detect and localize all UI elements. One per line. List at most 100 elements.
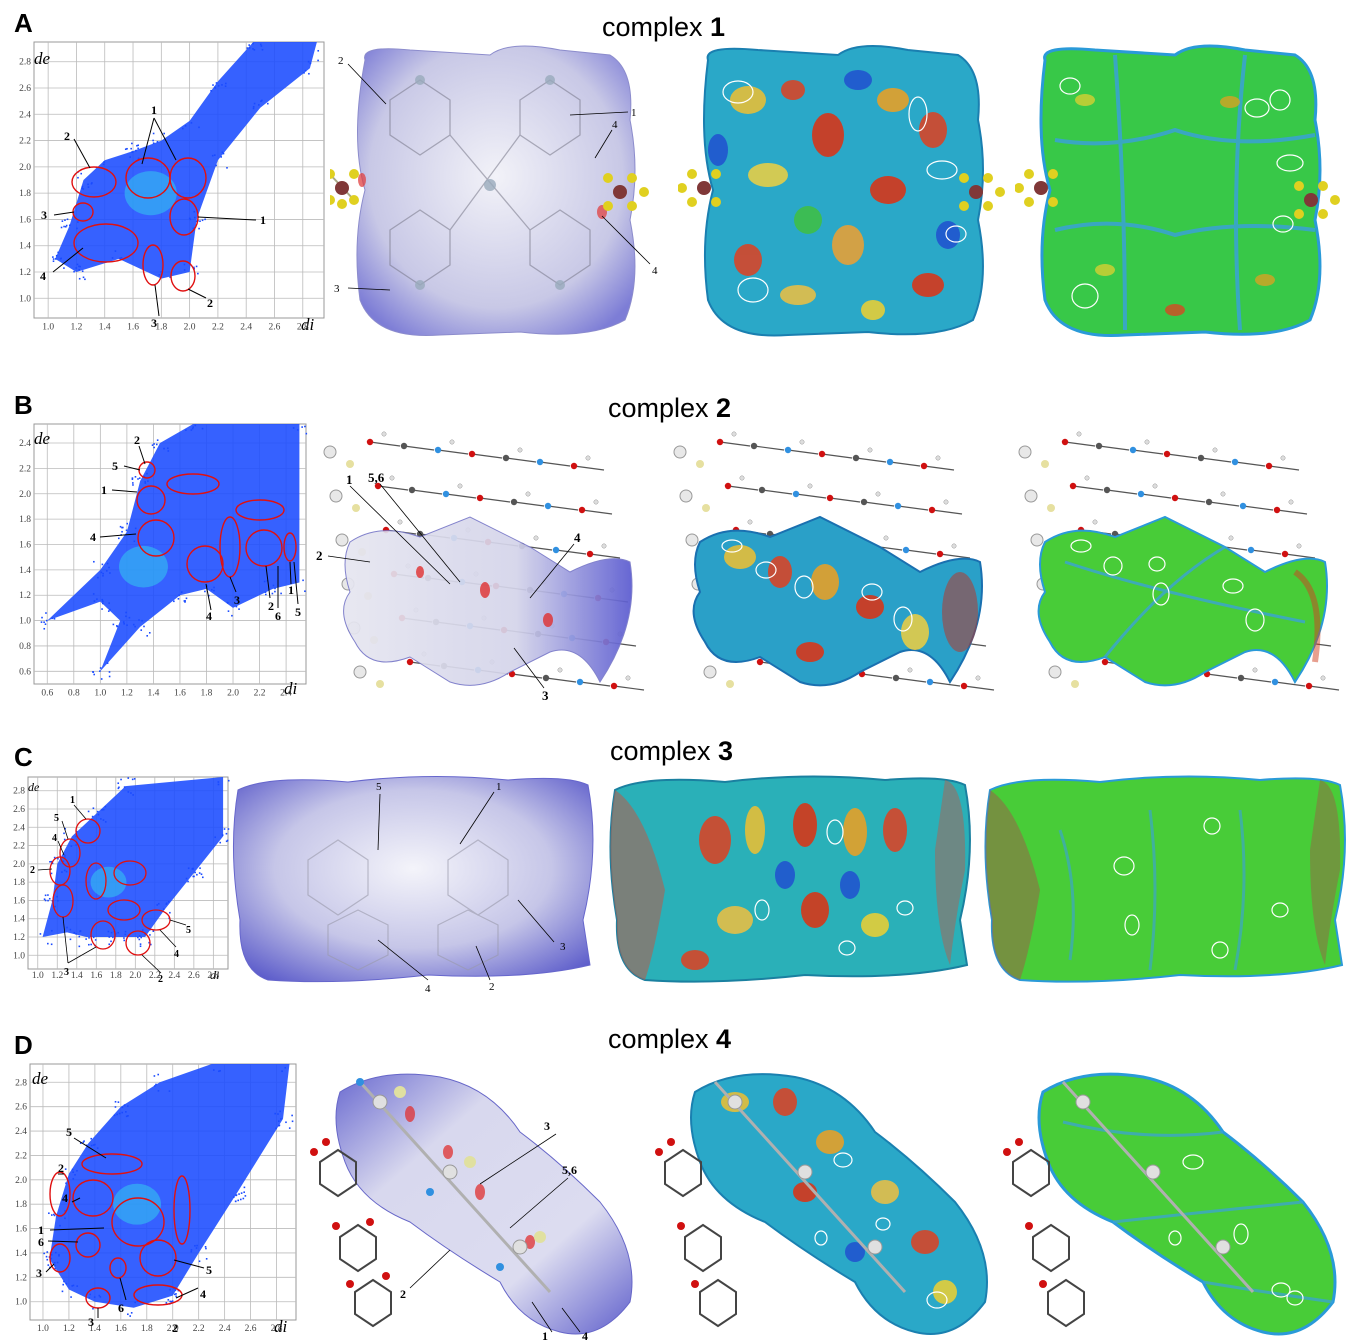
- plot-label: 3: [36, 1266, 42, 1280]
- x-tick-label: 1.2: [51, 971, 63, 981]
- axis-label-de: de: [34, 49, 51, 68]
- x-tick-label: 2.0: [227, 689, 239, 699]
- x-tick-label: 2.0: [129, 971, 141, 981]
- x-tick-label: 1.4: [147, 689, 159, 699]
- y-tick-labels-d: 1.0 1.2 1.4 1.6 1.8 2.0 2.2 2.4 2.6 2.8: [15, 1078, 27, 1307]
- surface-label: 5,6: [368, 470, 385, 485]
- fingerprint-plot-d: de di 1.0 1.2 1.4 1.6 1.8 2.0 2.2 2.4 2.6 2.8 1.0…: [8, 1062, 300, 1343]
- plot-label: 5: [54, 813, 59, 824]
- x-tick-label: 1.4: [99, 323, 111, 333]
- plot-label: 3: [234, 593, 240, 607]
- point-density-core: [124, 171, 177, 216]
- y-tick-label: 1.6: [13, 896, 25, 906]
- y-tick-label: 1.4: [13, 915, 25, 925]
- point-density-core: [90, 866, 127, 898]
- curvedness-surface-b: [1005, 422, 1348, 712]
- plot-label: 4: [52, 833, 57, 844]
- x-tick-label: 2.8: [271, 1324, 283, 1334]
- plot-label: 2: [58, 1161, 64, 1175]
- y-tick-label: 1.2: [19, 268, 31, 278]
- surface-label: 3: [544, 1119, 550, 1133]
- x-tick-label: 1.6: [127, 323, 139, 333]
- plot-label: 1: [260, 213, 266, 227]
- axis-label-di: di: [274, 1317, 288, 1336]
- x-tick-label: 1.8: [110, 971, 122, 981]
- x-tick-label: 1.6: [90, 971, 102, 981]
- y-tick-label: 2.8: [15, 1078, 27, 1088]
- title-number: 3: [718, 736, 734, 766]
- surface-label: 4: [425, 983, 431, 995]
- title-prefix: complex: [608, 393, 717, 423]
- plot-label: 2: [134, 433, 140, 447]
- x-tick-label: 2.2: [149, 971, 161, 981]
- plot-label: 3: [88, 1315, 94, 1329]
- x-tick-label: 1.0: [37, 1324, 49, 1334]
- fingerprint-plot-b: de di 0.6 0.8 1.0 1.2 1.4 1.6 1.8 2.0 2.2 2.4 0.6…: [8, 422, 308, 708]
- y-tick-label: 1.0: [13, 951, 25, 961]
- surface-label: 4: [652, 265, 658, 277]
- plot-label: 2: [268, 599, 274, 613]
- plot-label: 1: [288, 583, 294, 597]
- surface-label: 2: [489, 981, 495, 993]
- y-tick-label: 1.8: [19, 515, 31, 525]
- x-tick-label: 1.8: [155, 323, 167, 333]
- y-tick-label: 2.4: [19, 439, 31, 449]
- x-tick-label: 1.6: [115, 1324, 127, 1334]
- surface-label: 1: [346, 472, 353, 487]
- curvedness-surface: [1039, 44, 1322, 338]
- y-tick-label: 1.4: [19, 566, 31, 576]
- x-tick-label: 1.8: [141, 1324, 153, 1334]
- x-tick-labels-d: 1.0 1.2 1.4 1.6 1.8 2.0 2.2 2.4 2.6 2.8: [37, 1324, 283, 1334]
- panel-title-a: complex 1: [602, 12, 725, 43]
- axis-label-di: di: [284, 679, 298, 698]
- hirshfeld-surface: [335, 1073, 633, 1335]
- y-tick-label: 2.2: [15, 1151, 27, 1161]
- surface-label: 5,6: [562, 1163, 577, 1177]
- plot-label: 1: [101, 483, 107, 497]
- y-tick-label: 2.4: [19, 110, 31, 120]
- plot-label: 2: [172, 1321, 178, 1335]
- axis-label-di: di: [210, 968, 219, 982]
- surface-label: 1: [542, 1329, 548, 1343]
- panel-title-c: complex 3: [610, 736, 733, 767]
- y-tick-label: 2.6: [15, 1103, 27, 1113]
- curvedness-surface-a: [1015, 40, 1348, 345]
- anion-right: [603, 173, 649, 211]
- y-tick-label: 1.0: [15, 1298, 27, 1308]
- x-tick-labels-a: 1.0 1.2 1.4 1.6 1.8 2.0 2.2 2.4 2.6 2.8: [42, 323, 309, 333]
- plot-label: 6: [118, 1301, 124, 1315]
- plot-label: 5: [295, 605, 301, 619]
- x-tick-labels-b: 0.6 0.8 1.0 1.2 1.4 1.6 1.8 2.0 2.2 2.4: [41, 689, 292, 699]
- panel-letter-b: B: [14, 390, 33, 420]
- y-tick-label: 2.0: [19, 490, 31, 500]
- y-tick-label: 1.0: [19, 294, 31, 304]
- y-tick-label: 1.6: [19, 215, 31, 225]
- x-tick-label: 1.2: [121, 689, 133, 699]
- y-tick-label: 1.2: [15, 1273, 27, 1283]
- y-tick-label: 2.0: [15, 1176, 27, 1186]
- y-tick-label: 1.6: [19, 540, 31, 550]
- panel-letter-d: D: [14, 1030, 33, 1060]
- axis-label-di: di: [301, 315, 315, 334]
- surface-label: 1: [631, 107, 637, 119]
- x-tick-label: 2.6: [269, 323, 281, 333]
- dnorm-surface-b: 1 5,6 2 4 3: [310, 422, 655, 712]
- plot-label: 2: [207, 296, 213, 310]
- plot-label: 2: [158, 974, 163, 985]
- fingerprint-svg-d: de di 1.0 1.2 1.4 1.6 1.8 2.0 2.2 2.4 2.6 2.8 1.0…: [15, 1063, 297, 1336]
- y-tick-label: 1.4: [19, 242, 31, 252]
- dnorm-surface-a: 2 1 4 3 4: [330, 40, 670, 345]
- y-tick-label: 2.6: [13, 805, 25, 815]
- point-density-core: [113, 1183, 161, 1225]
- panel-letter-a: A: [14, 8, 33, 38]
- hirshfeld-surface: [356, 45, 636, 337]
- ellipses-a: [71, 157, 207, 292]
- title-prefix: complex: [610, 736, 719, 766]
- plot-label: 1: [151, 103, 157, 117]
- dnorm-surface-d: 3 5,6 2 1 4: [300, 1062, 650, 1343]
- x-tick-label: 2.4: [219, 1324, 231, 1334]
- x-tick-labels-c: 1.0 1.2 1.4 1.6 1.8 2.0 2.2 2.4 2.6 2.8: [32, 971, 220, 981]
- surface-label: 1: [496, 781, 502, 793]
- y-tick-labels-a: 1.0 1.2 1.4 1.6 1.8 2.0 2.2 2.4 2.6 2.8: [19, 58, 31, 305]
- point-cloud-d: [43, 1064, 294, 1317]
